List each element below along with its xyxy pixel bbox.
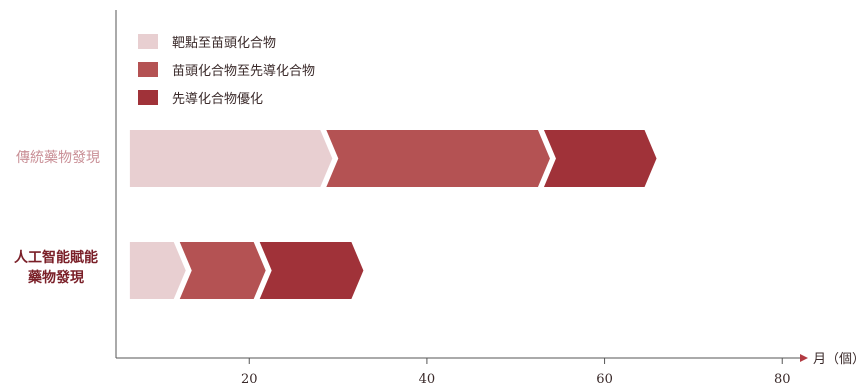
category-label-text: 傳統藥物發現 (16, 150, 100, 166)
legend-item: 靶點至苗頭化合物 (138, 27, 315, 55)
legend-label: 先導化合物優化 (172, 91, 264, 107)
bar-segment (326, 130, 550, 187)
bar-segment (179, 242, 266, 299)
x-tick-label: 20 (241, 372, 258, 387)
legend: 靶點至苗頭化合物 苗頭化合物至先導化合物 先導化合物優化 (138, 27, 315, 111)
legend-label: 靶點至苗頭化合物 (172, 35, 277, 51)
category-label-traditional: 傳統藥物發現 (8, 148, 108, 168)
legend-swatch (138, 89, 158, 105)
legend-item: 先導化合物優化 (138, 83, 315, 111)
x-axis-label: 月（個） (813, 352, 859, 367)
bar-segment (129, 130, 333, 187)
bar-segment (259, 242, 364, 299)
bars-group (129, 130, 657, 299)
x-ticks: 20 40 60 80 (241, 358, 791, 387)
x-tick-label: 40 (419, 372, 436, 387)
category-label-ai: 人工智能賦能 藥物發現 (6, 248, 106, 288)
category-label-line: 人工智能賦能 (14, 250, 98, 266)
x-axis-arrow-icon (800, 354, 808, 362)
legend-item: 苗頭化合物至先導化合物 (138, 55, 315, 83)
bar-segment (129, 242, 186, 299)
legend-label: 苗頭化合物至先導化合物 (172, 63, 316, 79)
category-label-line: 藥物發現 (28, 270, 84, 286)
legend-swatch (138, 33, 158, 49)
x-tick-label: 60 (596, 372, 613, 387)
x-tick-label: 80 (774, 372, 791, 387)
legend-swatch (138, 61, 158, 77)
bar-segment (543, 130, 657, 187)
